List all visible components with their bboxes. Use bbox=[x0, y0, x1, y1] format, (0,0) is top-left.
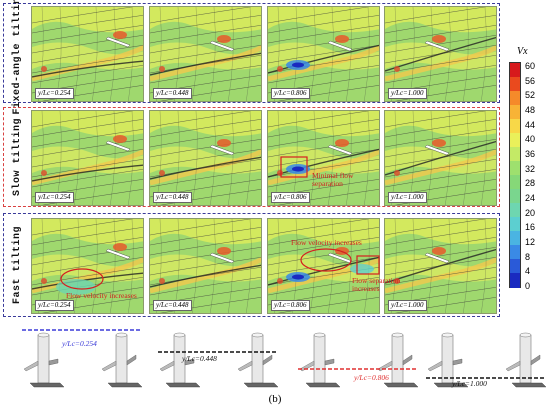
turbine-position-label: y/Lc=0.806 bbox=[354, 373, 389, 382]
figure-caption: (b) bbox=[268, 393, 282, 405]
colorbar-segment bbox=[510, 259, 520, 275]
colorbar-tick-label: 56 bbox=[525, 75, 536, 86]
row-label-slow: Slow tilting bbox=[11, 117, 23, 196]
row-label-fixed: Fixed-angle tilting bbox=[11, 0, 23, 115]
colorbar-segment bbox=[510, 175, 520, 191]
position-label: y/Lc=1.000 bbox=[388, 88, 427, 99]
colorbar-tick-label: 48 bbox=[525, 105, 536, 115]
row-fixed-angle: Fixed-angle tilting bbox=[3, 0, 500, 115]
position-label: y/Lc=0.806 bbox=[271, 192, 310, 203]
colorbar-segment bbox=[510, 77, 520, 93]
colorbar-segment bbox=[510, 147, 520, 163]
velocity-ellipse-col1 bbox=[60, 268, 104, 290]
colorbar-segment bbox=[510, 273, 520, 289]
row-label-fast: Fast tilting bbox=[11, 225, 23, 304]
flow-panel: y/Lc=0.448 bbox=[149, 110, 262, 206]
position-label: y/Lc=0.254 bbox=[35, 192, 74, 203]
colorbar-segment bbox=[510, 119, 520, 135]
colorbar-segment bbox=[510, 105, 520, 121]
colorbar-tick-label: 12 bbox=[525, 237, 536, 247]
flow-panel: y/Lc=0.806 bbox=[267, 218, 380, 314]
turbine-position-label: y/Lc=0.254 bbox=[62, 339, 97, 348]
colorbar-segment bbox=[510, 245, 520, 261]
turbine-pair bbox=[158, 332, 279, 388]
position-label: y/Lc=0.806 bbox=[271, 300, 310, 311]
velocity-ellipse-col3 bbox=[300, 248, 352, 272]
position-label: y/Lc=0.448 bbox=[153, 300, 192, 311]
flow-panel: y/Lc=1.000 bbox=[384, 218, 497, 314]
flow-panel: y/Lc=0.448 bbox=[149, 6, 262, 102]
colorbar-segment bbox=[510, 91, 520, 107]
flow-panel: y/Lc=0.806 bbox=[267, 110, 380, 206]
position-label: y/Lc=0.448 bbox=[153, 192, 192, 203]
position-label: y/Lc=0.254 bbox=[35, 300, 74, 311]
colorbar-segment bbox=[510, 133, 520, 149]
flow-panel: y/Lc=1.000 bbox=[384, 6, 497, 102]
flow-panel: y/Lc=0.254 bbox=[31, 218, 144, 314]
colorbar-segment bbox=[510, 63, 520, 79]
flow-panel: y/Lc=0.448 bbox=[149, 218, 262, 314]
separation-box-fast bbox=[356, 255, 380, 275]
position-label: y/Lc=1.000 bbox=[388, 192, 427, 203]
colorbar-segment bbox=[510, 231, 520, 247]
colorbar-tick-label: 28 bbox=[525, 178, 536, 189]
colorbar-tick-label: 40 bbox=[525, 134, 536, 145]
row-fast: Fast tilting bbox=[3, 213, 500, 317]
turbine-schematics bbox=[22, 329, 547, 388]
colorbar-segment bbox=[510, 189, 520, 205]
flow-panel: y/Lc=0.806 bbox=[267, 6, 380, 102]
position-label: y/Lc=0.806 bbox=[271, 88, 310, 99]
colorbar-tick-label: 44 bbox=[525, 119, 536, 130]
colorbar-tick-label: 32 bbox=[525, 163, 536, 174]
annotation-flow-separation-increases: Flow separation increases bbox=[352, 276, 401, 293]
colorbar-tick-label: 36 bbox=[525, 149, 536, 159]
separation-box-slow bbox=[280, 156, 308, 178]
flow-panel: y/Lc=0.254 bbox=[31, 110, 144, 206]
annotation-minimal-flow-separation: Minimal flow separation bbox=[312, 171, 354, 188]
turbine-position-label: y/Lc=0.448 bbox=[182, 354, 217, 363]
colorbar-segment bbox=[510, 217, 520, 233]
colorbar-segment bbox=[510, 203, 520, 219]
turbine-position-label: y/Lc=1.000 bbox=[452, 379, 487, 388]
colorbar-tick-label: 0 bbox=[525, 281, 531, 291]
flow-panel: y/Lc=0.254 bbox=[31, 6, 144, 102]
colorbar-tick-label: 4 bbox=[525, 266, 531, 277]
colorbar-tick-label: 60 bbox=[525, 61, 536, 71]
colorbar-title: Vx bbox=[517, 46, 528, 57]
colorbar-tick-label: 8 bbox=[525, 251, 531, 262]
colorbar bbox=[509, 62, 521, 289]
annotation-flow-velocity-increases-col3: Flow velocity increases bbox=[291, 238, 362, 247]
colorbar-tick-label: 16 bbox=[525, 222, 536, 233]
turbine-pair bbox=[22, 329, 143, 388]
flow-panel: y/Lc=1.000 bbox=[384, 110, 497, 206]
position-label: y/Lc=1.000 bbox=[388, 300, 427, 311]
colorbar-segment bbox=[510, 161, 520, 177]
turbine-pair bbox=[298, 332, 419, 388]
turbine-pair bbox=[426, 332, 547, 388]
position-label: y/Lc=0.448 bbox=[153, 88, 192, 99]
annotation-flow-velocity-increases-col1: Flow velocity increases bbox=[66, 291, 137, 300]
colorbar-tick-label: 24 bbox=[525, 193, 536, 203]
colorbar-tick-label: 52 bbox=[525, 90, 536, 101]
colorbar-tick-label: 20 bbox=[525, 207, 536, 218]
row-slow: Slow tilting bbox=[3, 107, 500, 207]
position-label: y/Lc=0.254 bbox=[35, 88, 74, 99]
